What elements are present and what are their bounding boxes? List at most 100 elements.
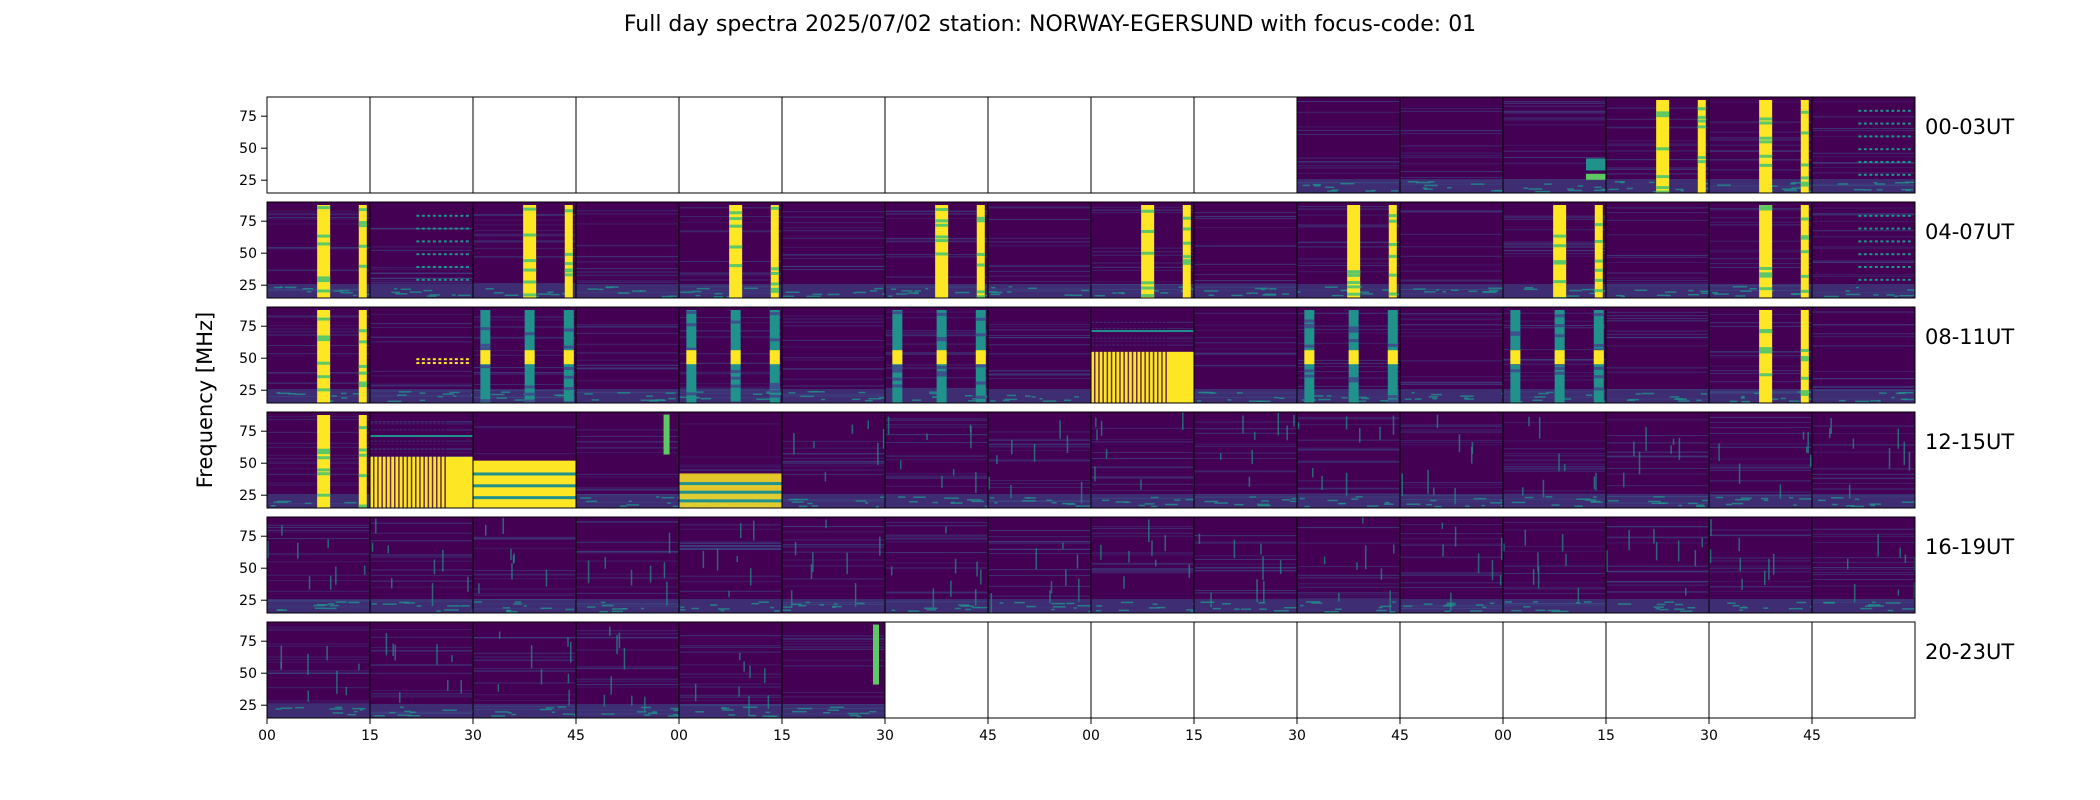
spectrum-panel-4-15 [1812, 517, 1915, 613]
xtick-label-14: 30 [1700, 728, 1718, 744]
ytick-label-3-2: 75 [239, 424, 257, 440]
panel-frame-0-15 [1811, 96, 1916, 194]
xtick-label-13: 15 [1597, 728, 1615, 744]
spectrum-panel-2-13 [1606, 307, 1709, 403]
spectrum-panel-2-0 [267, 307, 370, 403]
panel-frame-0-1 [369, 96, 474, 194]
ytick-label-4-0: 25 [239, 593, 257, 609]
ytick-label-0-2: 75 [239, 109, 257, 125]
xtick-label-3: 45 [567, 728, 585, 744]
panel-frame-0-0 [266, 96, 371, 194]
xtick-label-0: 00 [258, 728, 276, 744]
ytick-label-5-2: 75 [239, 634, 257, 650]
ytick-label-2-1: 50 [239, 351, 257, 367]
spectrum-panel-1-12 [1503, 202, 1606, 298]
spectrum-panel-3-13 [1606, 412, 1709, 508]
spectrum-panel-1-4 [679, 202, 782, 298]
panel-frame-5-13 [1605, 621, 1710, 719]
spectrum-panel-5-3 [576, 622, 679, 718]
spectrum-panel-1-14 [1709, 202, 1812, 298]
panel-frame-2-15 [1811, 306, 1916, 404]
row-label-2: 08-11UT [1925, 325, 2015, 349]
xtick-label-9: 15 [1185, 728, 1203, 744]
xtick-label-12: 00 [1494, 728, 1512, 744]
spectrum-panel-5-5 [782, 622, 885, 718]
panel-frame-0-4 [678, 96, 783, 194]
xtick-label-1: 15 [361, 728, 379, 744]
spectrum-panel-2-2 [473, 307, 576, 403]
xtick-label-10: 30 [1288, 728, 1306, 744]
panel-frame-0-6 [884, 96, 989, 194]
panel-frame-5-8 [1090, 621, 1195, 719]
spectrum-panel-0-10 [1297, 97, 1400, 193]
spectrum-panel-3-6 [885, 412, 988, 508]
ytick-label-4-2: 75 [239, 529, 257, 545]
ytick-label-0-1: 50 [239, 141, 257, 157]
spectrum-panel-1-15 [1812, 202, 1915, 298]
spectrum-panel-1-10 [1297, 202, 1400, 298]
spectrum-panel-1-3 [576, 202, 679, 298]
spectrum-panel-2-1 [370, 307, 473, 403]
ytick-label-1-0: 25 [239, 278, 257, 294]
spectrum-panel-3-14 [1709, 412, 1812, 508]
panel-frame-5-7 [987, 621, 1092, 719]
spectrum-panel-5-0 [267, 622, 370, 718]
spectrum-panel-4-14 [1709, 517, 1812, 613]
spectrum-panel-1-2 [473, 202, 576, 298]
panel-frame-0-8 [1090, 96, 1195, 194]
spectrum-panel-2-9 [1194, 307, 1297, 403]
spectrum-panel-4-9 [1194, 517, 1297, 613]
spectrum-panel-5-2 [473, 622, 576, 718]
panel-frame-0-2 [472, 96, 577, 194]
ytick-label-1-1: 50 [239, 246, 257, 262]
panel-frame-0-3 [575, 96, 680, 194]
ytick-label-3-1: 50 [239, 456, 257, 472]
spectrum-panel-2-14 [1709, 307, 1812, 403]
spectrum-panel-4-0 [267, 517, 370, 613]
panel-frame-5-14 [1708, 621, 1813, 719]
xtick-label-15: 45 [1803, 728, 1821, 744]
ytick-label-2-0: 25 [239, 383, 257, 399]
panel-frame-3-15 [1811, 411, 1916, 509]
spectrum-panel-1-11 [1400, 202, 1503, 298]
spectrum-panel-1-1 [370, 202, 473, 298]
spectrum-panel-3-0 [267, 412, 370, 508]
ytick-label-3-0: 25 [239, 488, 257, 504]
ytick-label-2-2: 75 [239, 319, 257, 335]
spectrum-panel-3-10 [1297, 412, 1400, 508]
spectrum-panel-0-14 [1709, 97, 1812, 193]
spectrum-panel-2-5 [782, 307, 885, 403]
spectrum-panel-2-12 [1503, 307, 1606, 403]
spectrum-panel-3-11 [1400, 412, 1503, 508]
row-label-5: 20-23UT [1925, 640, 2015, 664]
ytick-label-1-2: 75 [239, 214, 257, 230]
spectrum-panel-2-11 [1400, 307, 1503, 403]
spectrum-panel-4-3 [576, 517, 679, 613]
spectrum-panel-0-12 [1503, 97, 1606, 193]
spectrum-panel-3-12 [1503, 412, 1606, 508]
spectrum-panel-4-5 [782, 517, 885, 613]
chart-title: Full day spectra 2025/07/02 station: NOR… [623, 12, 1477, 37]
spectrum-panel-4-10 [1297, 517, 1400, 613]
spectrum-panel-0-13 [1606, 97, 1709, 193]
xtick-label-8: 00 [1082, 728, 1100, 744]
spectrum-panel-3-2 [473, 412, 576, 508]
xtick-label-2: 30 [464, 728, 482, 744]
panel-frame-5-12 [1502, 621, 1607, 719]
panel-frame-1-15 [1811, 201, 1916, 299]
panel-frame-0-7 [987, 96, 1092, 194]
panel-frame-5-10 [1296, 621, 1401, 719]
spectrum-panel-3-15 [1812, 412, 1915, 508]
ytick-label-4-1: 50 [239, 561, 257, 577]
spectrum-panel-4-12 [1503, 517, 1606, 613]
spectrum-panel-2-4 [679, 307, 782, 403]
spectrum-panel-2-7 [988, 307, 1091, 403]
panel-frame-4-15 [1811, 516, 1916, 614]
spectrum-panel-1-13 [1606, 202, 1709, 298]
xtick-label-4: 00 [670, 728, 688, 744]
xtick-label-5: 15 [773, 728, 791, 744]
spectrum-panel-3-7 [988, 412, 1091, 508]
spectrum-panel-5-4 [679, 622, 782, 718]
spectrum-panel-1-5 [782, 202, 885, 298]
